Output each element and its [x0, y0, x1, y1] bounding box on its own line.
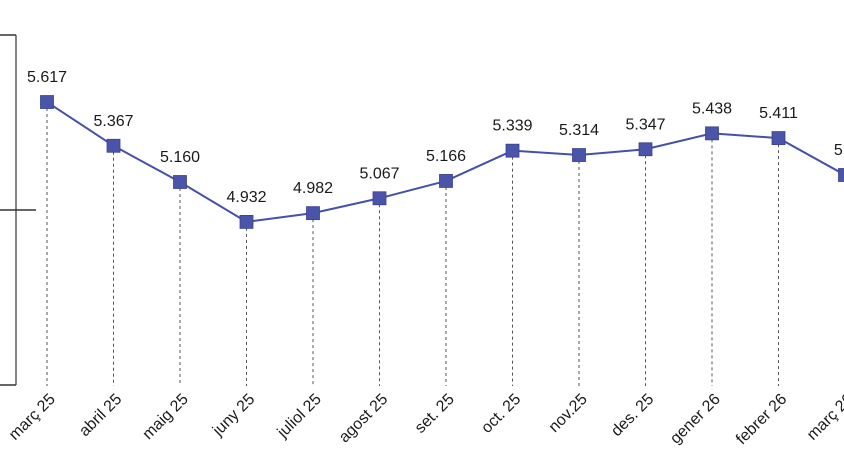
data-point-marker [572, 148, 586, 162]
x-tick-label: març 25 [6, 391, 59, 444]
data-point-marker [838, 168, 844, 182]
data-label: 5.160 [160, 149, 200, 166]
data-point-marker [306, 206, 320, 221]
data-label: 5.314 [559, 122, 599, 139]
x-tick-label: juliol 25 [274, 391, 325, 442]
x-tick-label: oct. 25 [478, 391, 524, 437]
x-tick-label: agost 25 [336, 391, 391, 446]
x-tick-label: abril 25 [76, 391, 125, 440]
drop-lines [46, 108, 779, 386]
x-tick-label: juny 25 [209, 391, 258, 440]
data-label: 5.2 [834, 142, 844, 159]
y-axis [0, 34, 36, 386]
x-tick-label: maig 25 [140, 391, 192, 443]
x-tick-label: març 26 [804, 391, 844, 444]
data-label: 5.347 [625, 116, 665, 133]
data-labels: 5.617 5.367 5.160 4.932 4.982 5.067 5.166 5.339… [27, 69, 844, 206]
data-label: 5.411 [759, 105, 798, 122]
data-point-marker [239, 214, 254, 229]
data-point-marker [106, 138, 121, 153]
data-point-marker [173, 175, 187, 189]
data-point-marker [40, 95, 54, 109]
x-axis-ticks: març 25 abril 25 maig 25 juny 25 juliol 25 ag… [6, 391, 844, 448]
data-point-marker [705, 126, 719, 141]
data-label: 5.438 [692, 100, 732, 117]
data-label: 4.932 [226, 189, 266, 206]
data-point-marker [638, 142, 653, 157]
x-tick-label: des. 25 [608, 391, 657, 440]
data-point-marker [505, 143, 520, 158]
x-tick-label: nov.25 [546, 391, 591, 436]
x-tick-label: set. 25 [412, 391, 458, 437]
data-point-marker [372, 191, 387, 206]
data-label: 5.367 [93, 113, 133, 130]
data-point-marker [439, 174, 453, 188]
data-point-marker [771, 131, 786, 145]
x-tick-label: gener 26 [667, 391, 724, 448]
data-label: 5.067 [359, 165, 399, 182]
data-label: 5.617 [27, 69, 67, 86]
data-label: 4.982 [293, 180, 333, 197]
data-label: 5.339 [492, 118, 532, 135]
data-label: 5.166 [426, 148, 466, 165]
series-markers [40, 95, 844, 229]
x-tick-label: febrer 26 [733, 391, 790, 448]
